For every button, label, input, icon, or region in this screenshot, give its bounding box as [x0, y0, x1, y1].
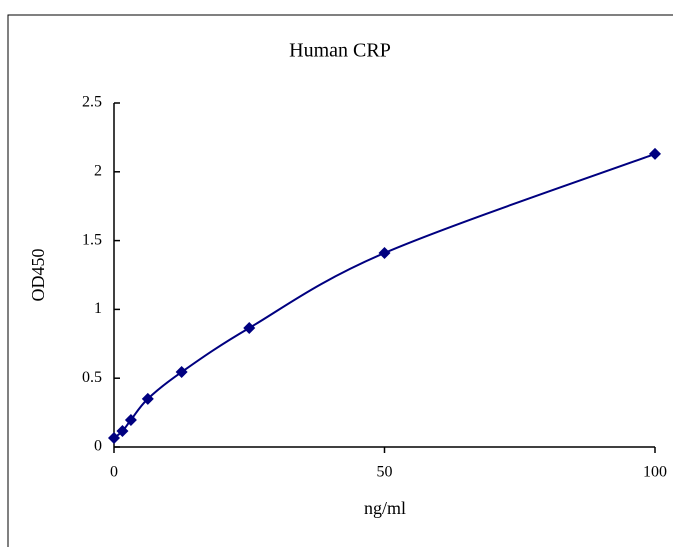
y-tick-label: 2 — [94, 162, 102, 179]
data-point — [175, 366, 188, 379]
y-tick-label: 1 — [94, 300, 102, 317]
data-point — [124, 414, 137, 427]
data-point — [649, 147, 661, 160]
data-point — [378, 246, 391, 259]
y-tick-label: 1.5 — [82, 231, 102, 248]
x-tick-label: 50 — [377, 464, 393, 481]
data-point — [116, 425, 129, 438]
y-tick-label: 2.5 — [82, 94, 102, 111]
chart-title: Human CRP — [289, 40, 391, 62]
data-point — [108, 432, 120, 445]
data-point — [243, 321, 256, 334]
data-point — [141, 392, 154, 405]
x-tick-label: 100 — [643, 464, 667, 481]
y-tick-label: 0.5 — [82, 369, 102, 386]
x-axis-title: ng/ml — [364, 498, 406, 518]
y-axis-title: OD450 — [28, 249, 48, 302]
fit-line — [113, 152, 656, 439]
x-tick-label: 0 — [110, 464, 118, 481]
y-tick-label: 0 — [94, 438, 102, 455]
chart-frame — [7, 14, 673, 547]
